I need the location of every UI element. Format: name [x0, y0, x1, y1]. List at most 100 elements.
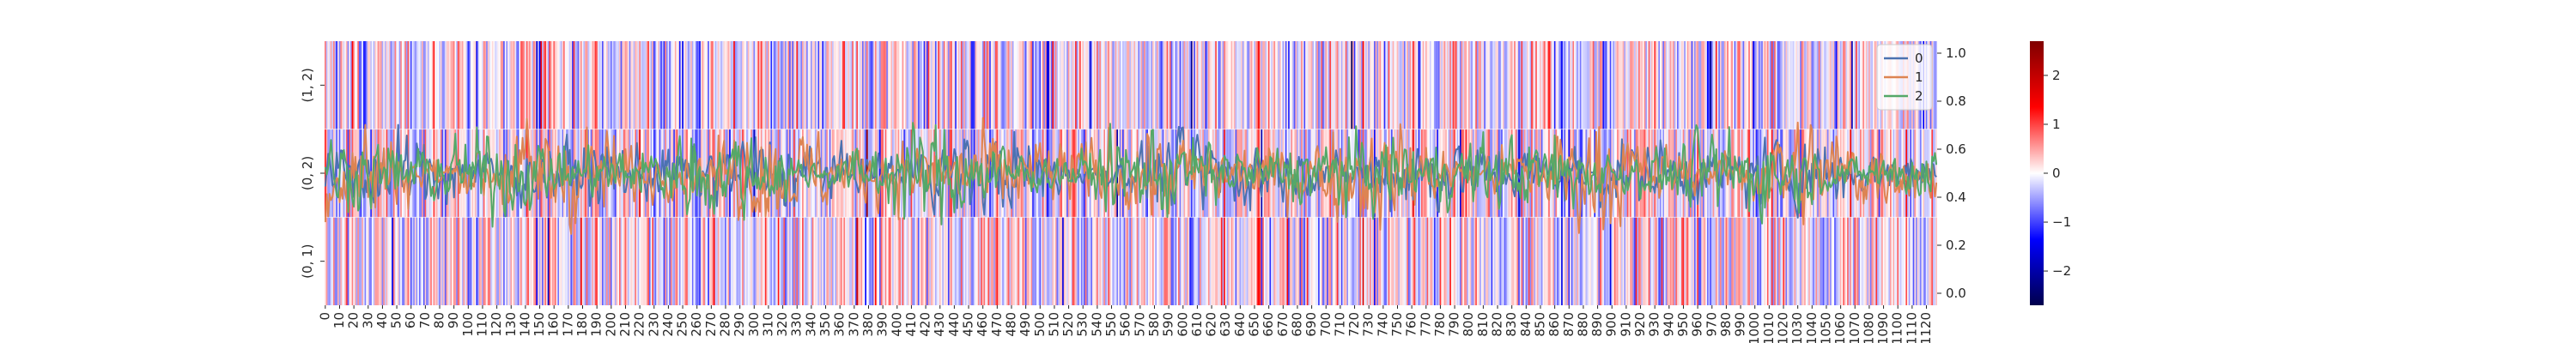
- heatmap-cell: [1368, 41, 1370, 129]
- heatmap-cell: [1454, 217, 1456, 305]
- heatmap-cell: [703, 217, 706, 305]
- heatmap-cell: [710, 129, 713, 218]
- heatmap-cell: [846, 217, 848, 305]
- heatmap-cell: [540, 41, 543, 129]
- heatmap-cell: [1531, 41, 1534, 129]
- heatmap-cell: [1121, 217, 1123, 305]
- heatmap-cell: [1817, 41, 1820, 129]
- heatmap-cell: [345, 217, 349, 305]
- heatmap-cell: [759, 217, 762, 305]
- heatmap-cell: [1213, 129, 1216, 218]
- heatmap-cell: [951, 217, 953, 305]
- heatmap-cell: [1461, 217, 1463, 305]
- heatmap-cell: [1321, 41, 1323, 129]
- x-tick-label: 770: [1418, 312, 1433, 337]
- heatmap-cell: [1891, 217, 1893, 305]
- heatmap-cell: [1332, 41, 1335, 129]
- heatmap-cell: [1458, 41, 1461, 129]
- heatmap-cell: [1045, 41, 1048, 129]
- heatmap-cell: [1037, 217, 1041, 305]
- heatmap-cell: [1348, 41, 1351, 129]
- heatmap-cell: [1561, 217, 1564, 305]
- heatmap-cell: [1824, 217, 1826, 305]
- heatmap-cell: [572, 41, 574, 129]
- heatmap-cell: [1929, 217, 1932, 305]
- heatmap-cell: [742, 41, 744, 129]
- heatmap-cell: [1808, 41, 1811, 129]
- heatmap-cell: [1688, 41, 1691, 129]
- heatmap-cell: [690, 217, 693, 305]
- heatmap-cell: [1671, 129, 1674, 218]
- heatmap-cell: [473, 41, 476, 129]
- heatmap-cell: [865, 217, 867, 305]
- heatmap-cell: [710, 217, 713, 305]
- heatmap-cell: [785, 217, 787, 305]
- heatmap-cell: [1535, 41, 1538, 129]
- heatmap-cell: [820, 217, 823, 305]
- heatmap-cell: [1428, 41, 1431, 129]
- heatmap-cell: [1485, 41, 1488, 129]
- heatmap-cell: [811, 217, 813, 305]
- heatmap-cell: [1832, 217, 1835, 305]
- heatmap-cell: [473, 217, 476, 305]
- heatmap-cell: [332, 217, 336, 305]
- heatmap-cell: [1794, 217, 1796, 305]
- heatmap-cell: [926, 217, 929, 305]
- heatmap-cell: [1365, 217, 1368, 305]
- heatmap-cell: [1814, 217, 1817, 305]
- heatmap-cell: [729, 41, 732, 129]
- heatmap-cell: [1552, 217, 1555, 305]
- heatmap-cell: [1349, 41, 1352, 129]
- heatmap-cell: [955, 217, 957, 305]
- heatmap-cell: [742, 217, 744, 305]
- heatmap-cell: [607, 41, 610, 129]
- heatmap-cell: [826, 217, 829, 305]
- heatmap-cell: [529, 129, 532, 218]
- heatmap-cell: [410, 217, 413, 305]
- heatmap-cell: [981, 217, 985, 305]
- heatmap-cell: [661, 41, 665, 129]
- heatmap-cell: [1309, 41, 1312, 129]
- heatmap-cell: [510, 41, 513, 129]
- heatmap-cell: [1136, 217, 1139, 305]
- heatmap-cell: [1817, 217, 1820, 305]
- heatmap-cell: [1850, 41, 1852, 129]
- heatmap-cell: [1615, 217, 1618, 305]
- heatmap-cell: [367, 217, 370, 305]
- heatmap-cell: [1370, 217, 1372, 305]
- heatmap-cell: [592, 41, 594, 129]
- heatmap-cell: [858, 217, 860, 305]
- heatmap-cell: [577, 41, 580, 129]
- heatmap-cell: [1255, 41, 1258, 129]
- heatmap-cell: [1604, 217, 1607, 305]
- heatmap-cell: [1403, 41, 1406, 129]
- heatmap-cell: [1615, 41, 1618, 129]
- heatmap-cell: [446, 129, 448, 218]
- heatmap-cell: [1577, 217, 1579, 305]
- heatmap-cell: [646, 129, 648, 218]
- heatmap-cell: [1596, 217, 1600, 305]
- heatmap-cell: [747, 217, 750, 305]
- heatmap-cell: [1065, 217, 1067, 305]
- heatmap-cell: [1003, 41, 1006, 129]
- heatmap-cell: [1334, 41, 1336, 129]
- heatmap-cell: [1366, 41, 1369, 129]
- heatmap-cell: [403, 41, 405, 129]
- y-tick-label: 1.0: [1946, 45, 1966, 61]
- heatmap-cell: [325, 129, 327, 218]
- heatmap-cell: [1658, 41, 1661, 129]
- heatmap-cell: [375, 217, 379, 305]
- heatmap-cell: [460, 217, 463, 305]
- heatmap-cell: [1035, 41, 1037, 129]
- x-tick-label: 950: [1675, 312, 1691, 337]
- heatmap-cell: [946, 41, 949, 129]
- heatmap-cell: [560, 41, 562, 129]
- heatmap-cell: [491, 217, 495, 305]
- heatmap-cell: [424, 217, 427, 305]
- heatmap-cell: [1852, 217, 1856, 305]
- heatmap-cell: [878, 217, 882, 305]
- heatmap-cell: [430, 41, 433, 129]
- heatmap-cell: [516, 217, 519, 305]
- x-tick-label: 730: [1361, 312, 1376, 337]
- heatmap-cell: [500, 41, 503, 129]
